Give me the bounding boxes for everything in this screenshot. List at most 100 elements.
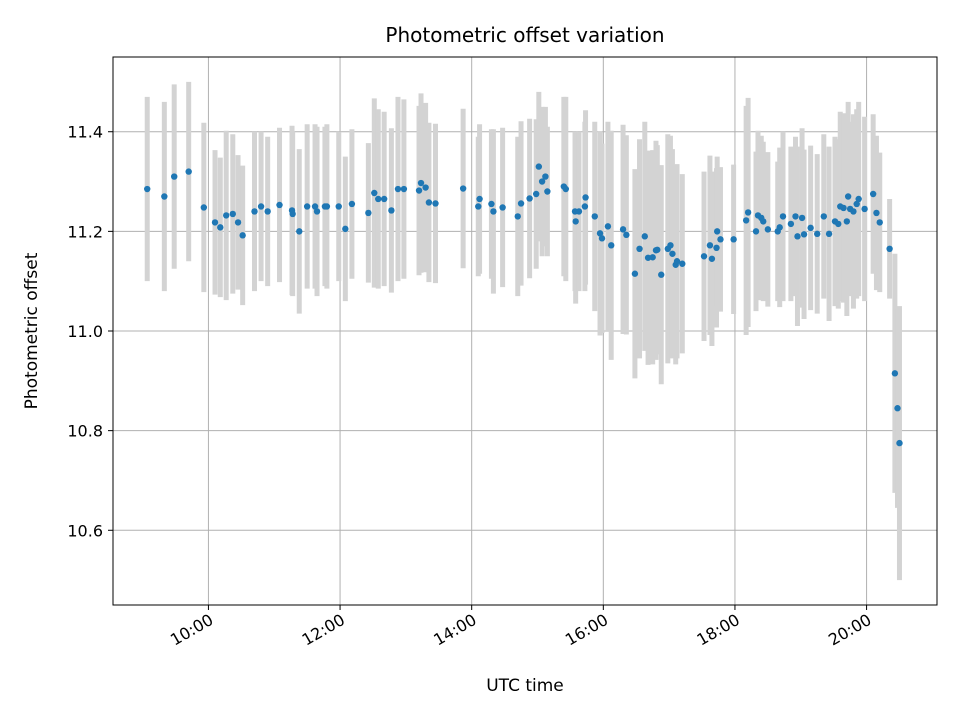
data-point [794, 233, 801, 240]
data-point [658, 271, 665, 278]
data-point [400, 185, 408, 193]
data-point [526, 195, 533, 202]
data-point [807, 224, 814, 232]
data-point [335, 203, 342, 210]
data-point [211, 219, 219, 226]
data-point [544, 188, 551, 195]
data-point [896, 439, 903, 447]
data-point [432, 200, 439, 207]
data-point [669, 250, 676, 257]
data-point [591, 213, 598, 220]
data-point [348, 200, 356, 208]
data-point [264, 208, 271, 215]
data-point [171, 173, 178, 180]
data-point [251, 208, 258, 215]
data-point [476, 195, 483, 203]
y-axis-title: Photometric offset [22, 252, 42, 409]
data-point [850, 208, 857, 215]
data-point [581, 203, 589, 210]
data-point [604, 223, 612, 230]
data-point [596, 230, 604, 237]
data-point [679, 260, 686, 267]
data-points [144, 163, 903, 447]
x-axis-title: UTC time [486, 676, 564, 696]
y-tick-label: 10.8 [67, 422, 103, 441]
data-point [535, 163, 543, 170]
data-point [869, 190, 877, 198]
data-point [673, 258, 681, 265]
data-point [835, 220, 842, 228]
data-point [853, 200, 860, 208]
data-point [708, 255, 716, 262]
data-point [185, 168, 192, 175]
data-point [388, 207, 395, 214]
data-point [488, 200, 495, 208]
data-point [276, 201, 283, 209]
data-point [217, 224, 224, 231]
data-point [894, 405, 901, 412]
data-point [234, 219, 242, 226]
data-point [514, 213, 521, 220]
data-point [667, 242, 674, 249]
data-point [371, 189, 378, 197]
data-point [649, 254, 656, 261]
y-tick-label: 10.6 [67, 521, 103, 540]
data-point [843, 218, 851, 225]
data-point [623, 231, 630, 239]
data-point [161, 193, 168, 200]
data-point [572, 218, 579, 225]
data-point [840, 204, 847, 212]
data-point [575, 208, 583, 215]
data-point [311, 203, 319, 210]
data-point [792, 213, 799, 220]
data-point [717, 236, 724, 243]
data-point [375, 195, 382, 203]
data-point [459, 185, 467, 192]
data-point [825, 230, 833, 238]
data-point [752, 228, 760, 235]
data-point [730, 236, 737, 243]
data-point [542, 173, 549, 180]
data-point [861, 205, 868, 213]
data-point [844, 193, 852, 200]
data-point [886, 245, 893, 252]
data-point [820, 213, 827, 220]
data-point [700, 253, 708, 260]
data-point [200, 204, 208, 211]
data-point [814, 230, 821, 238]
data-point [380, 195, 388, 203]
data-point [764, 226, 772, 233]
y-tick-label: 11.2 [67, 222, 103, 241]
data-point [415, 187, 423, 194]
data-point [608, 242, 615, 249]
data-point [619, 226, 627, 233]
data-point [422, 184, 429, 191]
data-point [562, 185, 570, 193]
data-point [313, 208, 321, 215]
data-point [876, 219, 883, 226]
data-point [742, 217, 750, 224]
data-point [636, 245, 643, 252]
data-point [394, 185, 402, 193]
data-point [144, 185, 151, 193]
chart-title: Photometric offset variation [385, 23, 664, 47]
data-point [239, 232, 246, 239]
data-point [706, 242, 714, 249]
data-point [303, 203, 311, 210]
data-point [713, 228, 721, 235]
data-point [891, 370, 899, 377]
data-point [417, 179, 425, 187]
data-point [855, 195, 862, 203]
data-point [323, 203, 331, 210]
data-point [582, 194, 589, 201]
data-point [289, 210, 296, 218]
data-point [499, 204, 506, 211]
data-point [873, 209, 880, 217]
data-point [644, 254, 652, 261]
data-point [475, 203, 482, 210]
y-tick-label: 11.4 [67, 123, 103, 142]
data-point [631, 270, 639, 277]
data-point [654, 246, 661, 253]
